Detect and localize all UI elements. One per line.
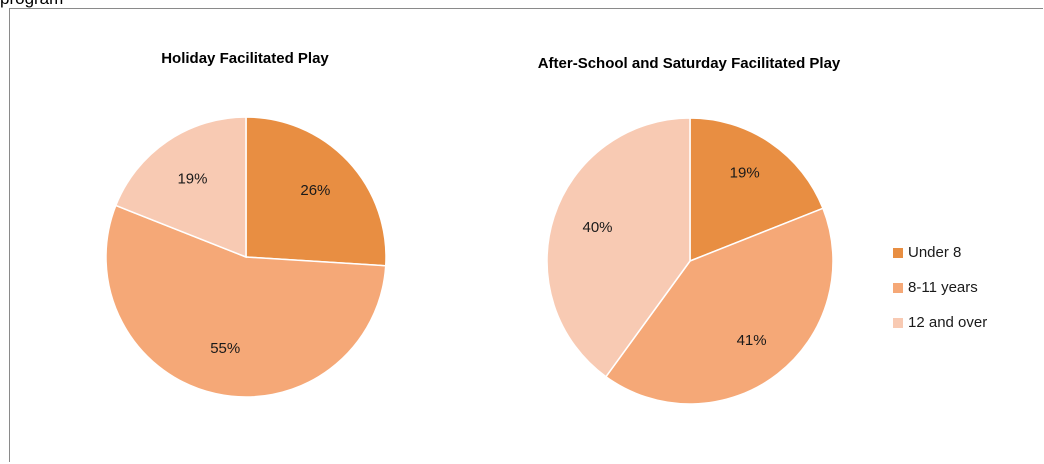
top-text-fragment: program	[0, 0, 63, 7]
data-label-holiday-under-8: 26%	[300, 182, 330, 199]
legend-label-12-over: 12 and over	[908, 314, 988, 331]
legend-swatch-under-8	[893, 247, 903, 258]
legend-swatch-8-11	[893, 282, 903, 293]
pie-slice-holiday-under-8	[245, 116, 387, 267]
legend-label-8-11: 8-11 years	[908, 279, 978, 296]
pie-slice-holiday-12-over	[114, 116, 247, 259]
pie-slice-after-school-8-11	[604, 207, 834, 405]
pie-after-school: 19% 41% 40%	[546, 117, 834, 405]
legend-swatch-12-over	[893, 317, 903, 328]
pie-slice-after-school-under-8	[689, 117, 824, 263]
data-label-holiday-8-11: 55%	[210, 340, 240, 357]
legend-item-8-11: 8-11 years	[893, 278, 987, 297]
legend: Under 8 8-11 years 12 and over	[893, 243, 987, 348]
data-label-after-school-under-8: 19%	[730, 165, 760, 182]
legend-item-under-8: Under 8	[893, 243, 987, 262]
data-label-after-school-8-11: 41%	[737, 332, 767, 349]
chart-title-holiday: Holiday Facilitated Play	[161, 50, 329, 67]
pie-holiday: 26% 55% 19%	[105, 116, 387, 398]
legend-label-under-8: Under 8	[908, 244, 962, 261]
pie-slice-holiday-8-11	[105, 204, 387, 398]
data-label-after-school-12-over: 40%	[583, 219, 613, 236]
data-label-holiday-12-over: 19%	[177, 170, 207, 187]
legend-item-12-over: 12 and over	[893, 313, 987, 332]
chart-title-after-school: After-School and Saturday Facilitated Pl…	[538, 55, 841, 72]
pie-slice-after-school-12-over	[546, 117, 691, 378]
